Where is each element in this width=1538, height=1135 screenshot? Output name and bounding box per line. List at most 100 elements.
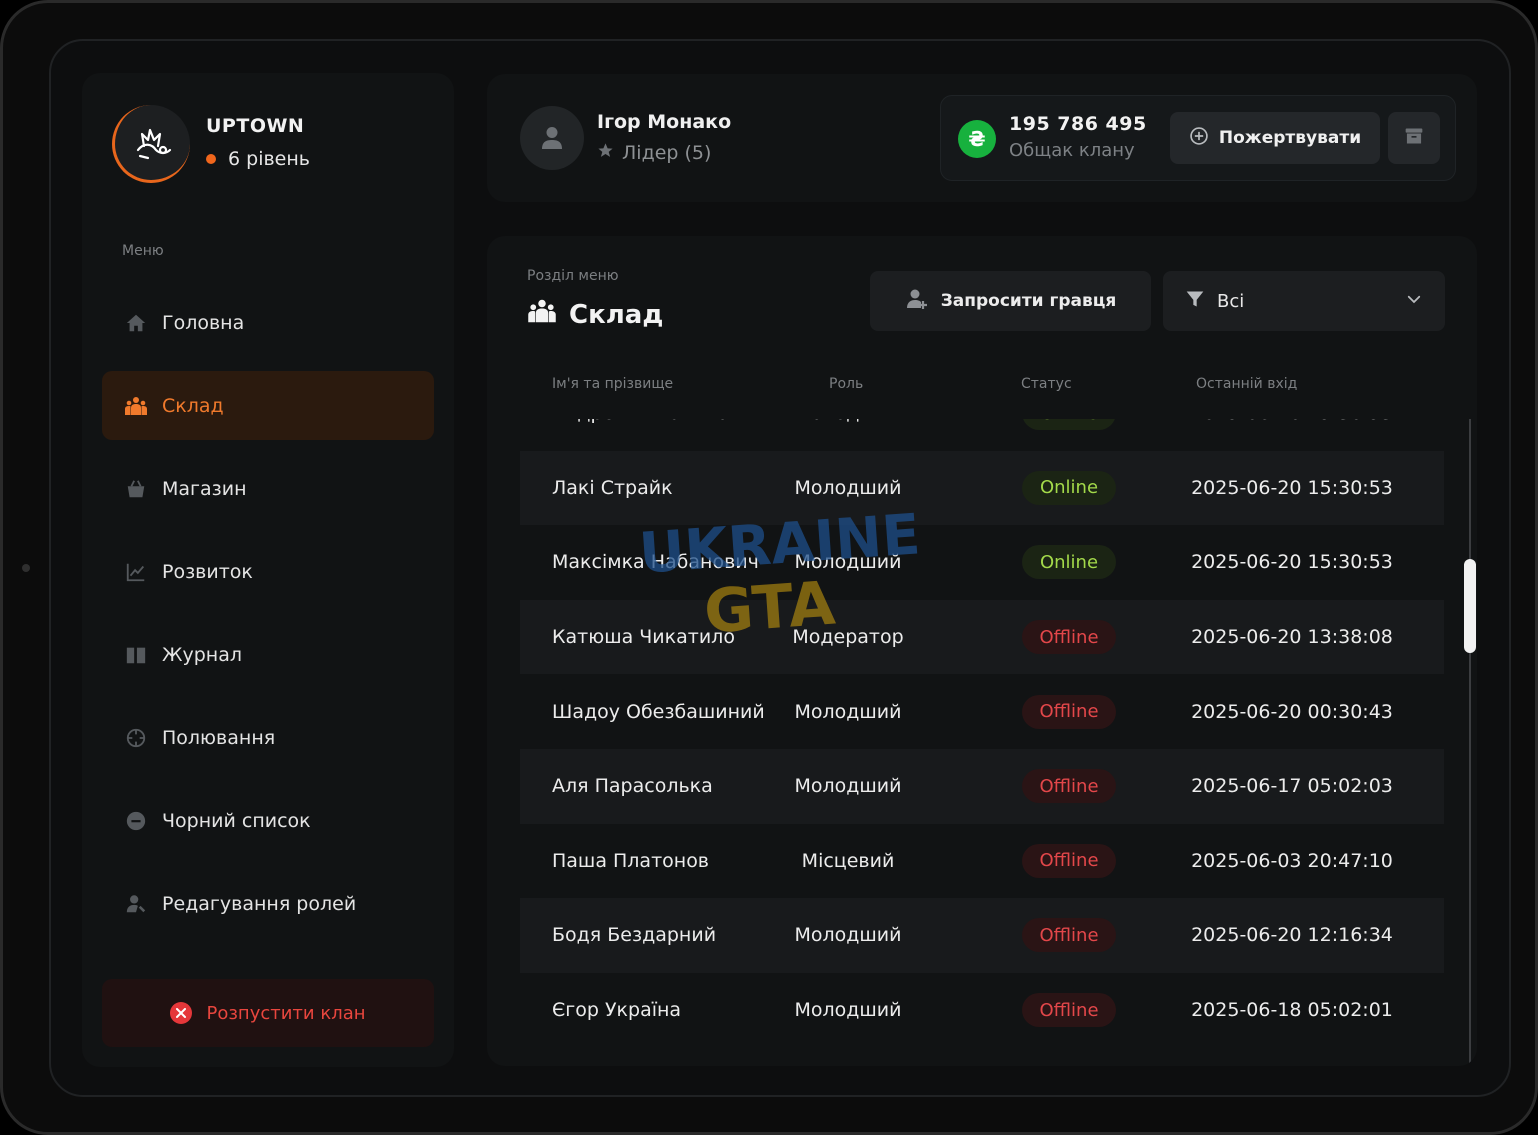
clan-logo — [112, 105, 190, 183]
last-login: 2025-06-20 15:30:53 — [1191, 476, 1393, 499]
table-row[interactable]: Паша Платонов Місцевий Offline 2025-06-03 2… — [520, 824, 1444, 899]
minus-circle-icon — [124, 809, 148, 833]
basket-icon — [124, 477, 148, 501]
column-header-status[interactable]: Статус — [1021, 376, 1072, 392]
member-role: Молодший — [794, 476, 902, 499]
plus-circle-icon — [1189, 126, 1209, 151]
clan-level: 6 рівень — [206, 148, 310, 170]
sidebar-item-label: Магазин — [162, 477, 247, 500]
table-row[interactable]: Катюша Чикатило Модератор Offline 2025-06-2… — [520, 599, 1444, 675]
disband-clan-button[interactable]: Розпустити клан — [102, 979, 434, 1047]
bank-amount: 195 786 495 — [1009, 113, 1147, 135]
status-badge: Offline — [1022, 993, 1116, 1028]
status-badge: Offline — [1022, 620, 1116, 655]
player-header: Ігор Монако Лідер (5) ₴ 195 786 495 Обща… — [487, 74, 1477, 202]
sidebar-item-progress[interactable]: Розвиток — [102, 537, 434, 606]
invite-label: Запросити гравця — [940, 291, 1117, 311]
sidebar-item-members[interactable]: Склад — [102, 371, 434, 440]
member-name: Андрей Чикатило — [552, 419, 767, 424]
clan-header: UPTOWN 6 рівень — [112, 105, 432, 185]
last-login: 2025-06-17 05:02:03 — [1191, 775, 1393, 798]
sidebar: UPTOWN 6 рівень Меню Головна — [82, 73, 454, 1067]
sidebar-item-label: Редагування ролей — [162, 892, 357, 915]
sidebar-item-label: Головна — [162, 311, 245, 334]
archive-button[interactable] — [1388, 112, 1440, 164]
table-row[interactable]: Максімка Набанович Молодший Online 2025-06-… — [520, 525, 1444, 600]
player-role: Лідер (5) — [597, 142, 711, 164]
role-filter-select[interactable]: Всі — [1163, 271, 1445, 331]
table-row[interactable]: Лакі Страйк Молодший Online 2025-06-20 15:3… — [520, 450, 1444, 526]
menu-caption: Меню — [122, 243, 164, 259]
last-login: 2025-06-20 13:38:08 — [1191, 626, 1393, 649]
status-badge: Offline — [1022, 843, 1116, 878]
status-badge: Offline — [1022, 918, 1116, 953]
member-role: Молодший — [788, 419, 908, 424]
sidebar-item-blacklist[interactable]: Чорний список — [102, 786, 434, 855]
chevron-down-icon — [1405, 290, 1423, 313]
sidebar-item-label: Журнал — [162, 643, 242, 666]
sidebar-item-label: Полювання — [162, 726, 276, 749]
clan-name: UPTOWN — [206, 115, 305, 137]
sidebar-item-label: Склад — [162, 394, 224, 417]
crosshair-icon — [124, 726, 148, 750]
status-badge: Offline — [1022, 694, 1116, 729]
column-header-last-login[interactable]: Останній вхід — [1196, 376, 1298, 392]
member-role: Модератор — [792, 626, 904, 649]
member-name: Лакі Страйк — [552, 476, 673, 499]
sidebar-item-roles[interactable]: Редагування ролей — [102, 869, 434, 938]
members-table[interactable]: Андрей Чикатило Молодший Online 2025-06-20 … — [520, 419, 1444, 1066]
archive-box-icon — [1404, 126, 1424, 150]
member-role: Молодший — [794, 999, 902, 1022]
last-login: 2025-06-18 05:02:01 — [1191, 999, 1393, 1022]
sidebar-item-journal[interactable]: Журнал — [102, 620, 434, 689]
status-badge: Offline — [1022, 769, 1116, 804]
clan-level-text: 6 рівень — [228, 148, 310, 170]
member-role: Місцевий — [801, 849, 895, 872]
column-header-name[interactable]: Ім'я та прізвище — [552, 376, 674, 392]
scrollbar-thumb[interactable] — [1464, 559, 1476, 653]
donate-label: Пожертвувати — [1218, 128, 1362, 148]
table-row[interactable]: Єгор Україна Молодший Offline 2025-06-18 05… — [520, 973, 1444, 1048]
member-role: Молодший — [794, 700, 902, 723]
sidebar-item-shop[interactable]: Магазин — [102, 454, 434, 523]
player-name: Ігор Монако — [597, 111, 732, 133]
hryvnia-icon: ₴ — [958, 120, 996, 158]
table-row[interactable]: Аля Парасолька Молодший Offline 2025-06-17 … — [520, 748, 1444, 824]
member-name: Паша Платонов — [552, 849, 710, 872]
chart-icon — [124, 560, 148, 584]
table-row[interactable]: Бодя Бездарний Молодший Offline 2025-06-20 … — [520, 898, 1444, 973]
avatar[interactable] — [520, 106, 584, 170]
page-title-text: Склад — [569, 299, 664, 330]
page-title: Склад — [527, 296, 663, 333]
status-badge: Online — [1022, 545, 1116, 580]
filter-value: Всі — [1217, 290, 1245, 312]
member-role: Молодший — [794, 551, 902, 574]
sidebar-item-label: Чорний список — [162, 809, 311, 832]
members-icon — [527, 296, 557, 333]
invite-player-button[interactable]: Запросити гравця — [870, 271, 1151, 331]
members-panel: Розділ меню Склад Запросити гравця Всі — [487, 236, 1477, 1066]
status-badge: Online — [1022, 470, 1116, 505]
member-name: Бодя Бездарний — [552, 924, 717, 947]
sidebar-item-home[interactable]: Головна — [102, 288, 434, 357]
sidebar-menu: Головна Склад Магазин — [102, 288, 434, 952]
table-row[interactable]: Шадоу Обезбашиний Молодший Offline 2025-06-… — [520, 674, 1444, 749]
screen: UPTOWN 6 рівень Меню Головна — [49, 39, 1511, 1097]
last-login: 2025-06-03 20:47:10 — [1191, 849, 1393, 872]
sidebar-item-hunt[interactable]: Полювання — [102, 703, 434, 772]
donate-button[interactable]: Пожертвувати — [1170, 112, 1380, 164]
close-circle-icon — [170, 1002, 193, 1024]
sidebar-item-label: Розвиток — [162, 560, 253, 583]
last-login: 2025-06-20 15:30:53 — [1172, 419, 1412, 424]
member-role: Молодший — [794, 924, 902, 947]
member-name: Катюша Чикатило — [552, 626, 735, 649]
scrollbar-track[interactable] — [1469, 419, 1471, 1064]
column-header-role[interactable]: Роль — [829, 376, 864, 392]
table-row[interactable]: Андрей Чикатило Молодший Online 2025-06-20 … — [520, 419, 1444, 451]
last-login: 2025-06-20 15:30:53 — [1191, 551, 1393, 574]
level-dot-icon — [206, 154, 216, 164]
player-role-text: Лідер (5) — [622, 142, 712, 164]
section-caption: Розділ меню — [527, 268, 619, 284]
status-badge: Online — [1022, 419, 1116, 431]
table-header: Ім'я та прізвище Роль Статус Останній вх… — [487, 376, 1477, 400]
